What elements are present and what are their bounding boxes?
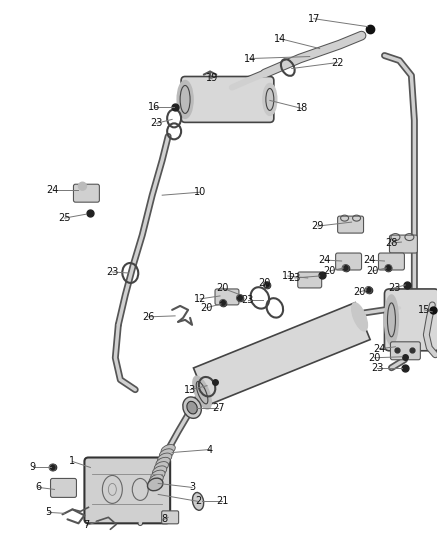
Text: 1: 1 (69, 456, 75, 466)
Ellipse shape (148, 478, 163, 491)
Text: 25: 25 (58, 213, 71, 223)
FancyBboxPatch shape (74, 184, 99, 202)
Ellipse shape (177, 80, 193, 118)
Text: 7: 7 (83, 520, 89, 530)
Text: 18: 18 (296, 103, 308, 114)
FancyBboxPatch shape (298, 272, 321, 288)
Text: 20: 20 (366, 266, 379, 276)
Ellipse shape (263, 84, 277, 116)
Ellipse shape (154, 462, 169, 472)
FancyBboxPatch shape (50, 479, 77, 497)
Ellipse shape (385, 295, 399, 345)
Text: 24: 24 (46, 185, 59, 195)
Text: 16: 16 (148, 102, 160, 112)
Text: 4: 4 (207, 445, 213, 455)
Text: 12: 12 (194, 294, 206, 304)
Text: 20: 20 (200, 303, 212, 313)
Ellipse shape (192, 492, 204, 510)
Text: 24: 24 (364, 255, 376, 265)
Text: 5: 5 (46, 507, 52, 518)
Ellipse shape (187, 401, 197, 414)
Text: 23: 23 (242, 295, 254, 305)
Text: 28: 28 (385, 238, 398, 248)
Text: 27: 27 (212, 402, 224, 413)
FancyBboxPatch shape (336, 253, 361, 270)
FancyBboxPatch shape (390, 342, 420, 360)
Text: 20: 20 (216, 283, 228, 293)
Text: 8: 8 (161, 514, 167, 524)
Text: 24: 24 (373, 344, 386, 354)
FancyBboxPatch shape (85, 457, 170, 523)
Ellipse shape (149, 474, 163, 484)
Text: 23: 23 (371, 363, 384, 373)
Text: 19: 19 (206, 74, 218, 84)
Ellipse shape (193, 376, 211, 409)
Text: 22: 22 (332, 58, 344, 68)
Text: 14: 14 (274, 34, 286, 44)
Ellipse shape (352, 303, 367, 331)
Ellipse shape (183, 397, 201, 418)
Text: 17: 17 (307, 14, 320, 23)
Text: 26: 26 (142, 312, 155, 322)
Text: 23: 23 (388, 283, 401, 293)
Ellipse shape (161, 445, 175, 455)
Text: 24: 24 (318, 255, 331, 265)
FancyBboxPatch shape (181, 77, 274, 123)
Ellipse shape (156, 457, 170, 467)
Text: 23: 23 (106, 267, 119, 277)
FancyBboxPatch shape (162, 511, 179, 524)
Ellipse shape (78, 182, 86, 190)
FancyBboxPatch shape (385, 289, 438, 351)
FancyBboxPatch shape (378, 253, 404, 270)
Ellipse shape (158, 453, 172, 463)
Ellipse shape (159, 449, 173, 459)
Text: 15: 15 (418, 305, 431, 315)
Text: 9: 9 (29, 463, 35, 472)
Text: 2: 2 (195, 496, 201, 506)
Text: 20: 20 (259, 278, 271, 288)
Text: 23: 23 (289, 273, 301, 283)
Text: 23: 23 (150, 118, 162, 128)
FancyBboxPatch shape (389, 235, 417, 253)
Ellipse shape (151, 470, 165, 480)
Ellipse shape (152, 466, 167, 476)
Text: 20: 20 (368, 353, 381, 363)
Text: 6: 6 (35, 482, 42, 492)
Text: 3: 3 (189, 482, 195, 492)
Text: 14: 14 (244, 53, 256, 63)
Text: 20: 20 (323, 266, 336, 276)
Polygon shape (194, 303, 370, 405)
Text: 10: 10 (194, 187, 206, 197)
FancyBboxPatch shape (338, 216, 364, 233)
Text: 21: 21 (216, 496, 228, 506)
FancyBboxPatch shape (215, 289, 239, 305)
Text: 20: 20 (353, 287, 366, 297)
Text: 11: 11 (282, 271, 294, 281)
Text: 13: 13 (184, 385, 196, 394)
Text: 29: 29 (311, 221, 324, 231)
